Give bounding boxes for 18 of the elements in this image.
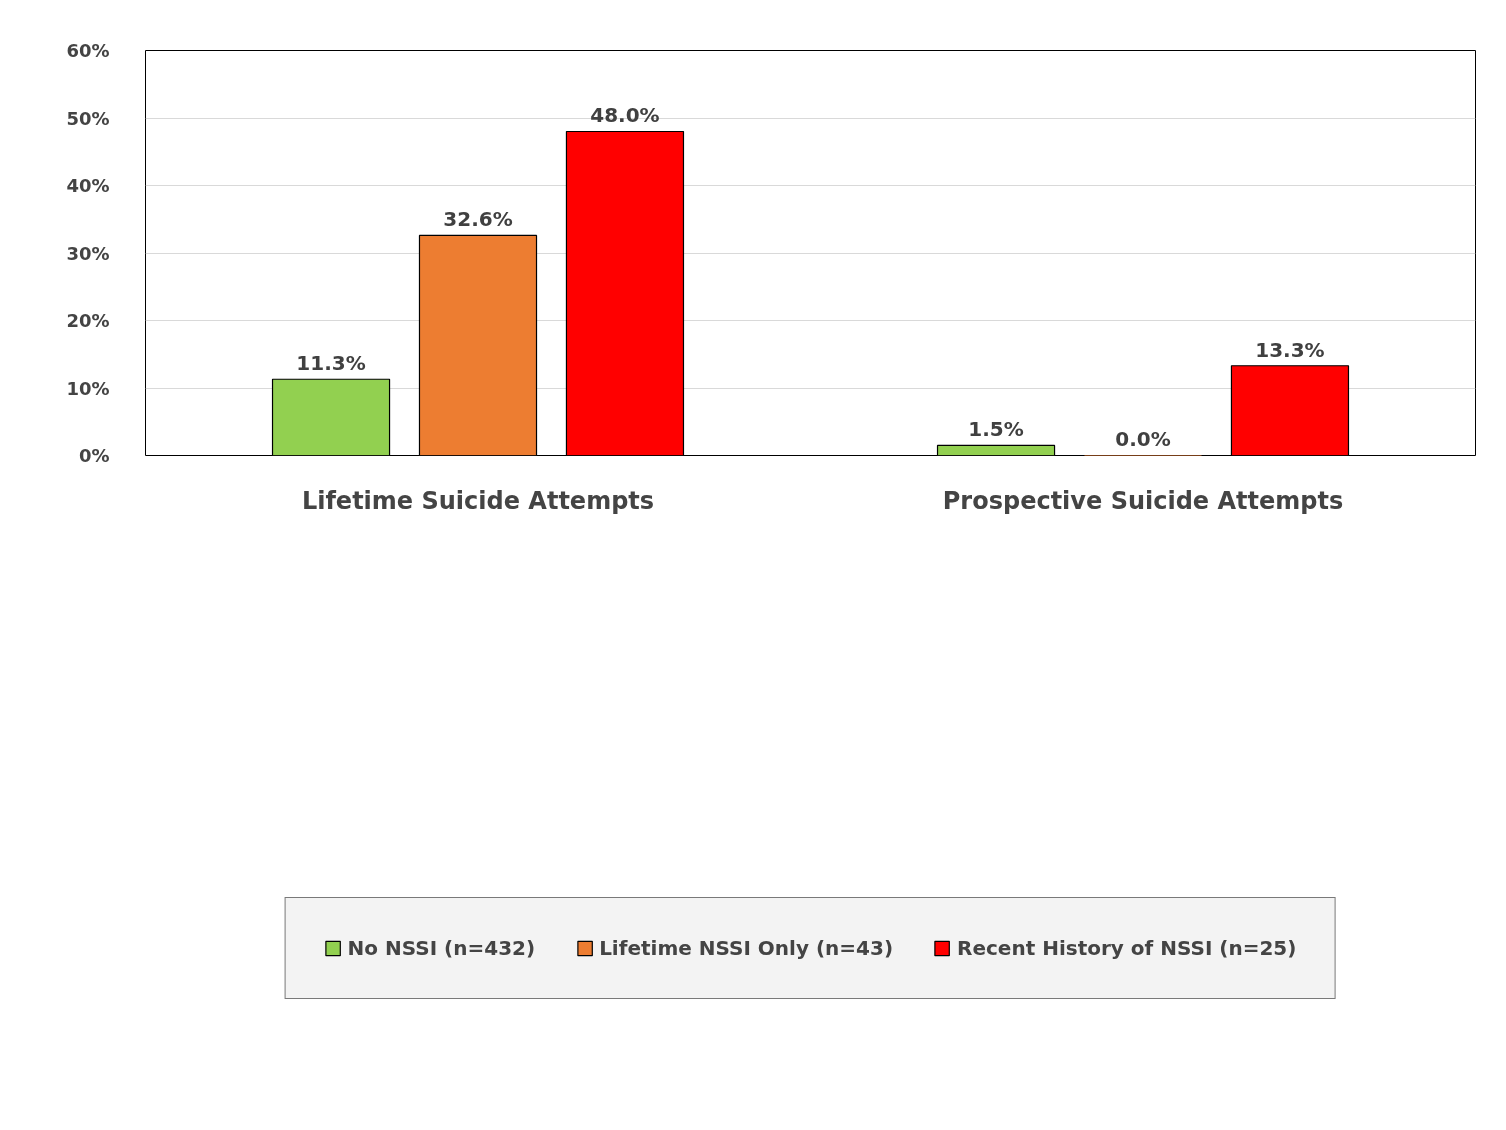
data-label: 1.5%: [968, 417, 1024, 442]
y-tick-label: 50%: [66, 107, 110, 129]
data-label: 13.3%: [1255, 337, 1325, 362]
y-tick-label: 40%: [66, 175, 110, 196]
y-tick-label: 30%: [66, 242, 110, 264]
y-tick-label: 20%: [66, 310, 110, 331]
data-label: 0.0%: [1115, 427, 1171, 452]
legend-label: Lifetime NSSI Only (n=43): [599, 935, 894, 960]
legend-label: No NSSI (n=432): [347, 935, 536, 960]
data-label: 11.3%: [296, 351, 366, 376]
data-label: 48.0%: [590, 103, 660, 128]
legend-label: Recent History of NSSI (n=25): [957, 935, 1297, 960]
data-label: 32.6%: [443, 207, 513, 232]
y-tick-label: 0%: [78, 445, 110, 466]
x-tick-label: Prospective Suicide Attempts: [942, 486, 1344, 515]
x-tick-label: Lifetime Suicide Attempts: [301, 486, 655, 515]
y-tick-label: 10%: [66, 377, 110, 399]
y-tick-label: 60%: [66, 40, 110, 61]
